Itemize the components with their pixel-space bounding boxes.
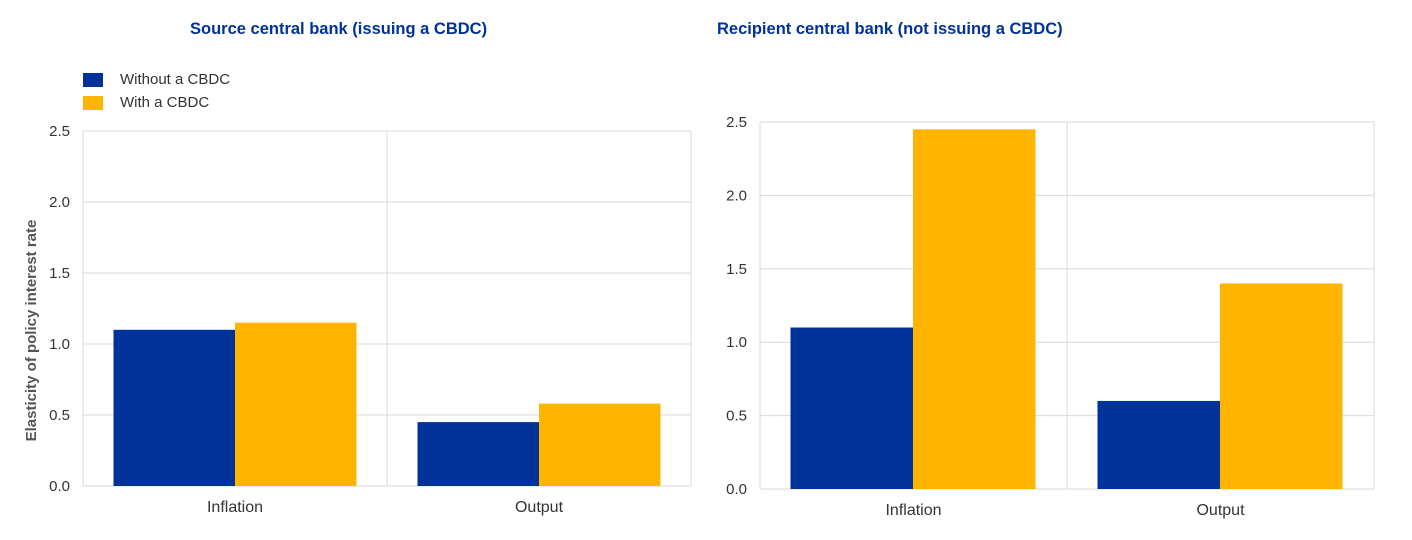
y-tick-label: 0.0 [49, 478, 70, 495]
recipient-bank-panel: Recipient central bank (not issuing a CB… [700, 0, 1412, 540]
x-category-label: Inflation [207, 499, 263, 516]
legend-item-with: With a CBDC [83, 91, 230, 114]
legend-item-without: Without a CBDC [83, 68, 230, 91]
y-tick-label: 0.5 [49, 407, 70, 424]
y-tick-label: 0.5 [726, 408, 747, 425]
bar-inflation-without-cbdc [113, 329, 235, 486]
chart-title: Recipient central bank (not issuing a CB… [717, 20, 1063, 38]
x-category-label: Output [1196, 502, 1245, 519]
bar-output-without-cbdc [1097, 400, 1220, 489]
legend-swatch-with [83, 95, 103, 110]
bar-output-with-cbdc [539, 403, 661, 486]
y-tick-label: 1.0 [726, 334, 747, 351]
bar-output-without-cbdc [417, 422, 539, 486]
y-tick-label: 2.5 [49, 123, 70, 140]
source-bank-chart: 0.0 0.5 1.0 1.5 2.0 2.5 Inflation Output Elastic… [23, 123, 692, 516]
y-tick-label: 1.0 [49, 336, 70, 353]
bar-inflation-without-cbdc [790, 327, 913, 489]
legend-swatch-without [83, 72, 103, 87]
y-tick-label: 1.5 [49, 265, 70, 282]
legend-label: With a CBDC [120, 94, 210, 111]
y-tick-label: 0.0 [726, 481, 747, 498]
y-tick-label: 2.0 [49, 194, 70, 211]
source-bank-panel: Source central bank (issuing a CBDC) Wit… [0, 0, 700, 540]
y-tick-label: 2.5 [726, 114, 747, 131]
chart-title: Source central bank (issuing a CBDC) [190, 20, 488, 38]
y-tick-label: 2.0 [726, 187, 747, 204]
recipient-bank-chart: 0.0 0.5 1.0 1.5 2.0 2.5 Inflation Output [726, 114, 1375, 519]
x-category-label: Inflation [885, 502, 941, 519]
bar-output-with-cbdc [1220, 283, 1343, 489]
x-category-label: Output [515, 499, 564, 516]
legend-label: Without a CBDC [120, 71, 231, 88]
y-axis-title: Elasticity of policy interest rate [23, 220, 40, 442]
bar-inflation-with-cbdc [913, 129, 1036, 489]
bar-inflation-with-cbdc [235, 322, 357, 486]
legend: Without a CBDC With a CBDC [83, 68, 230, 114]
y-tick-label: 1.5 [726, 261, 747, 278]
